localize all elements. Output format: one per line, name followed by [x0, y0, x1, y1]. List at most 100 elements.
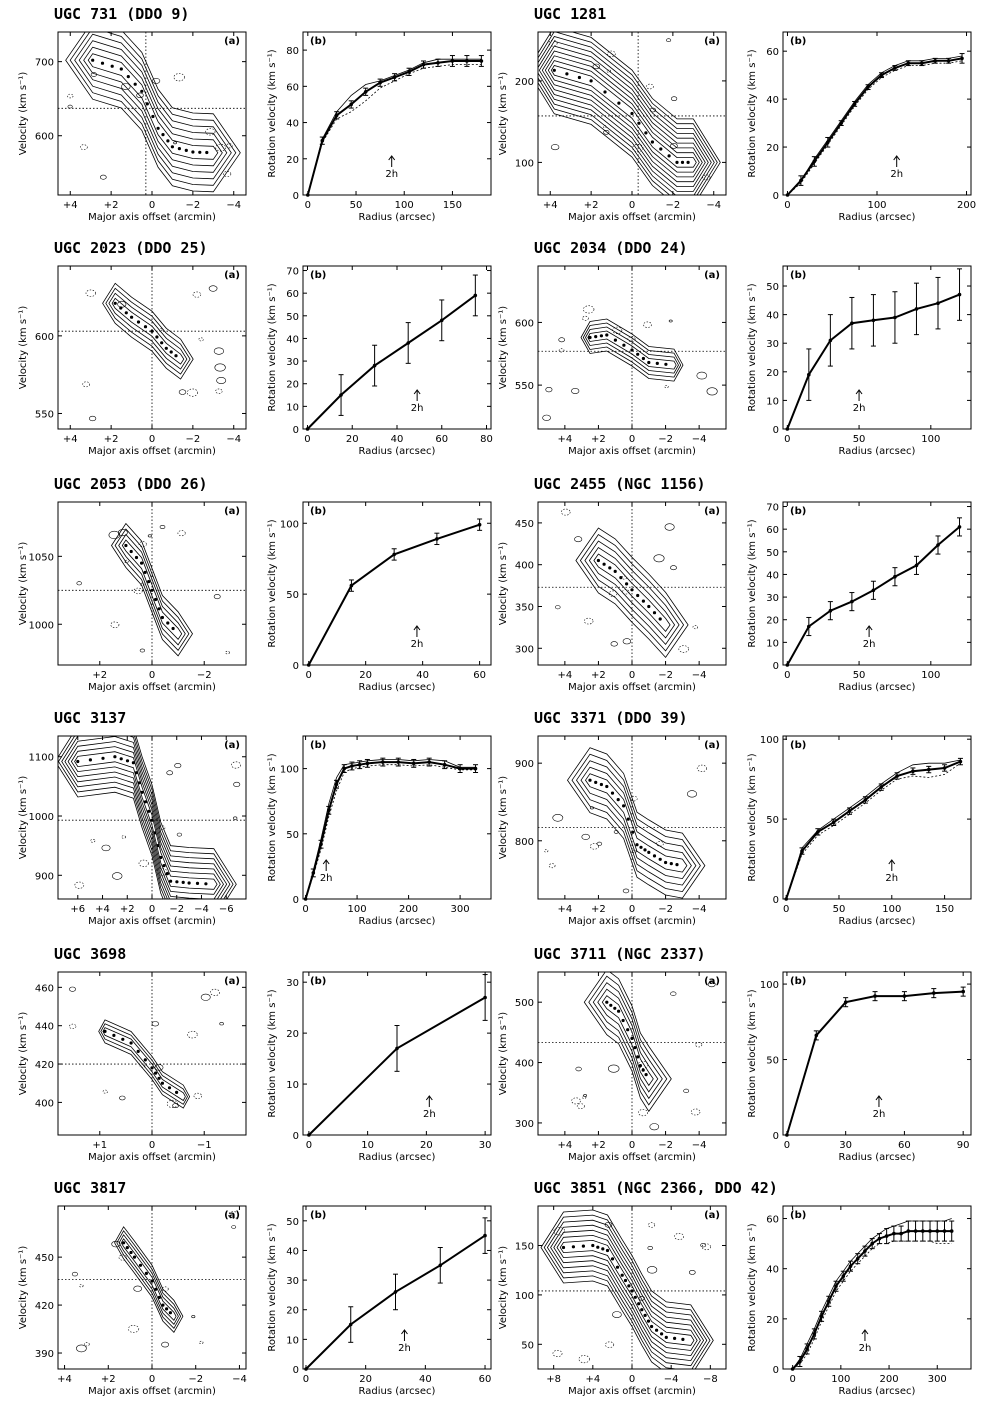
pv-ytick-label: 900	[515, 759, 534, 770]
rc-ytick-label: 100	[280, 765, 299, 776]
pv-contour	[64, 736, 228, 899]
pv-curve-dot	[669, 862, 673, 866]
pv-curve-dot	[151, 114, 155, 119]
noise-contour	[158, 825, 166, 831]
pv-contour	[571, 753, 701, 893]
noise-contour	[139, 648, 145, 653]
rc-panel-label: (b)	[310, 270, 326, 281]
noise-contour	[606, 69, 612, 73]
pv-xtick-label: 0	[629, 1374, 635, 1385]
rc-point	[814, 1033, 819, 1038]
rotation-curve: 0 20 40 60 80 0 10 20 30 40 50 60 70 2h (b) Radius (arc…	[267, 265, 493, 457]
rc-ytick-label: 20	[766, 616, 779, 627]
rc-point	[784, 897, 788, 901]
rc-xtick-label: 200	[399, 904, 418, 915]
pv-curve-dot	[644, 131, 648, 135]
noise-contour	[670, 991, 677, 996]
rc-ylabel: Rotation velocity (km s⁻¹)	[267, 49, 278, 177]
rc-point	[440, 318, 444, 323]
pv-diagram: +4 +2 0 −2 −4 300 350 400 450 (a) Major axis offse…	[498, 501, 727, 693]
rc-point	[913, 1229, 918, 1233]
rc-point	[942, 766, 947, 770]
pv-curve-dot	[165, 1307, 169, 1311]
rc-point	[936, 301, 940, 306]
pv-curve-dot	[156, 844, 160, 848]
pv-curve-dot	[565, 72, 569, 76]
rc-point	[855, 1256, 860, 1261]
rc-point	[393, 1290, 398, 1294]
rc-panel-label: (b)	[310, 740, 326, 751]
pv-curve-dot	[617, 1009, 621, 1013]
pv-contour	[118, 533, 186, 646]
pv-curve-dot	[143, 1058, 147, 1062]
galaxy-panel: UGC 3817 +4 +2 0 −2 −4 390 420 450 (a) Major axis …	[18, 1179, 492, 1397]
rotation-curve: 0 100 200 300 0 20 40 60 2h (b) Radius (arcsec) Rot…	[747, 1205, 972, 1397]
rc-point	[442, 762, 447, 767]
pv-curve-dot	[675, 863, 679, 867]
rc-panel-label: (b)	[790, 36, 806, 47]
noise-contour	[215, 388, 223, 394]
noise-contour	[69, 1023, 77, 1029]
pv-curve-dot	[609, 1003, 613, 1007]
scale-length-arrowhead	[893, 155, 901, 161]
pv-xtick-label: −2	[197, 670, 212, 681]
pv-ytick-label: 100	[515, 158, 534, 169]
rc-xtick-label: 30	[479, 1140, 492, 1151]
rc-point	[785, 1133, 789, 1137]
rc-ylabel: Rotation velocity (km s⁻¹)	[267, 1223, 278, 1351]
pv-ylabel: Velocity (km s⁻¹)	[18, 542, 29, 626]
noise-contour	[233, 816, 238, 820]
rc-point	[339, 393, 343, 397]
rc-ytick-label: 20	[286, 1306, 299, 1317]
pv-xtick-label: −2	[665, 200, 680, 211]
rc-frame	[302, 501, 492, 666]
noise-contour	[111, 1240, 121, 1248]
rc-point	[483, 995, 487, 1000]
rc-frame	[782, 971, 972, 1136]
noise-contour	[90, 838, 96, 843]
pv-contour	[543, 1214, 711, 1369]
pv-curve-dot	[133, 82, 137, 86]
noise-contour	[707, 981, 716, 988]
rc-point	[798, 1359, 802, 1364]
pv-xtick-label: −4	[692, 434, 707, 445]
pv-ytick-label: 200	[515, 77, 534, 88]
pv-panel-label: (a)	[224, 976, 240, 987]
noise-contour	[225, 650, 230, 655]
pv-xtick-label: +4	[557, 1140, 572, 1151]
pv-ytick-label: 420	[35, 1060, 54, 1071]
pv-curve-dot	[125, 759, 130, 763]
noise-contour	[200, 993, 211, 1001]
noise-contour	[696, 764, 707, 773]
noise-contour	[627, 336, 636, 342]
rc-ylabel: Rotation velocity (km s⁻¹)	[747, 283, 758, 411]
rc-ytick-label: 60	[766, 525, 779, 536]
pv-contour	[69, 32, 237, 186]
rc-xlabel: Radius (arcsec)	[839, 1152, 916, 1163]
pv-curve-dot	[627, 1284, 631, 1288]
pv-curve-dot	[155, 335, 159, 339]
noise-contour	[643, 321, 652, 328]
pv-curve-dot	[644, 1073, 648, 1077]
noise-contour	[119, 1095, 126, 1101]
pv-xtick-label: −1	[197, 1140, 212, 1151]
scale-length-label: 2h	[398, 1343, 411, 1354]
noise-contour	[216, 376, 227, 384]
pv-xtick-label: +4	[557, 670, 572, 681]
rc-xtick-label: 150	[935, 904, 954, 915]
noise-contour	[136, 92, 144, 99]
rc-frame	[782, 501, 972, 666]
rc-ytick-label: 0	[293, 191, 299, 202]
pv-curve-dot	[658, 617, 662, 621]
pv-contour	[61, 736, 231, 899]
rc-xtick-label: 0	[306, 1140, 312, 1151]
pv-ytick-label: 1000	[29, 620, 54, 631]
rc-frame	[782, 265, 972, 430]
rc-ylabel: Rotation velocity (km s⁻¹)	[747, 1223, 758, 1351]
rc-xtick-label: 100	[867, 200, 886, 211]
pv-curve-dot	[635, 843, 639, 847]
noise-contour	[602, 125, 607, 129]
rc-point	[957, 292, 962, 297]
